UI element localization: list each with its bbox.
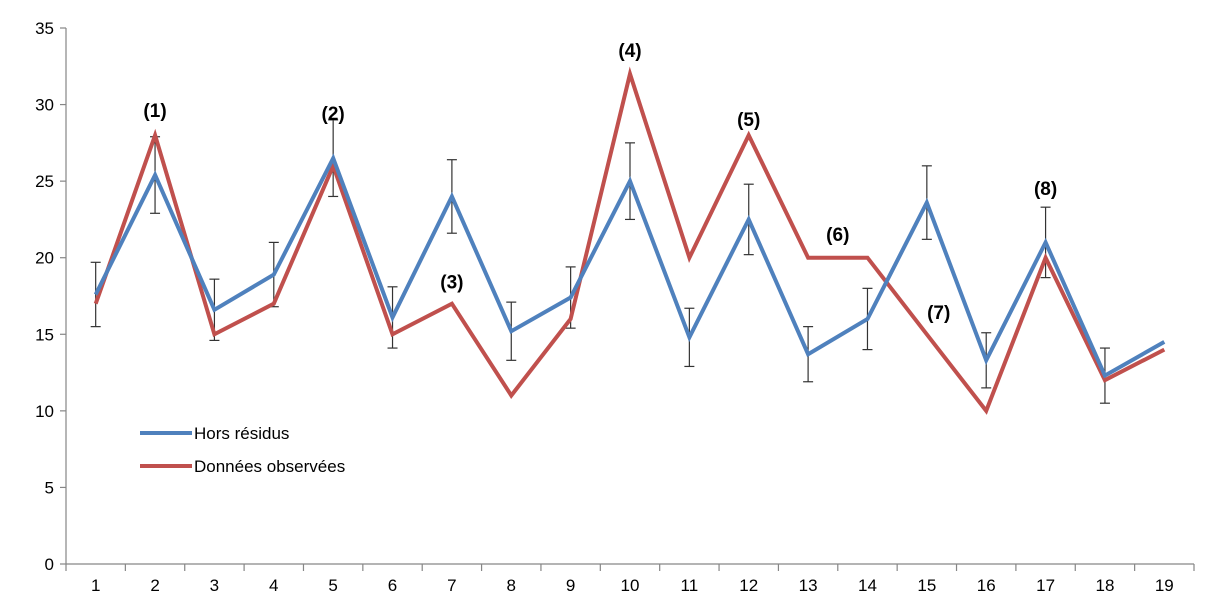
x-tick-label: 16: [977, 576, 996, 595]
y-tick-label: 25: [35, 172, 54, 191]
annotation-label: (2): [322, 104, 345, 125]
y-tick-label: 35: [35, 19, 54, 38]
x-tick-label: 14: [858, 576, 877, 595]
annotation-label: (3): [440, 272, 463, 293]
annotation-label: (5): [737, 110, 760, 131]
y-tick-label: 0: [45, 555, 54, 574]
annotation-label: (6): [826, 225, 849, 246]
x-tick-label: 3: [210, 576, 219, 595]
x-tick-label: 18: [1095, 576, 1114, 595]
x-tick-label: 17: [1036, 576, 1055, 595]
legend-item: Données observées: [140, 457, 345, 476]
annotation-label: (8): [1034, 179, 1057, 200]
y-tick-label: 10: [35, 402, 54, 421]
legend: Hors résidus Données observées: [140, 424, 345, 476]
x-tick-label: 6: [388, 576, 397, 595]
x-tick-label: 2: [150, 576, 159, 595]
y-tick-label: 15: [35, 325, 54, 344]
annotation-label: (4): [618, 41, 641, 62]
x-tick-label: 5: [328, 576, 337, 595]
x-tick-label: 9: [566, 576, 575, 595]
x-tick-label: 19: [1155, 576, 1174, 595]
series-line-donnees-observees: [93, 66, 1166, 415]
legend-item: Hors résidus: [140, 424, 289, 443]
x-tick-label: 8: [507, 576, 516, 595]
legend-label: Hors résidus: [194, 424, 289, 443]
y-tick-label: 30: [35, 96, 54, 115]
annotation-label: (7): [927, 303, 950, 324]
annotation-label: (1): [143, 101, 166, 122]
series-line-hors-residus: [93, 153, 1166, 379]
y-tick-label: 20: [35, 249, 54, 268]
x-tick-label: 15: [917, 576, 936, 595]
x-tick-label: 11: [681, 576, 699, 595]
x-tick-label: 4: [269, 576, 278, 595]
y-tick-label: 5: [45, 478, 54, 497]
legend-label: Données observées: [194, 457, 345, 476]
x-tick-label: 1: [91, 576, 100, 595]
x-tick-label: 13: [799, 576, 818, 595]
x-tick-label: 7: [447, 576, 456, 595]
x-tick-label: 10: [621, 576, 640, 595]
x-tick-label: 12: [739, 576, 758, 595]
